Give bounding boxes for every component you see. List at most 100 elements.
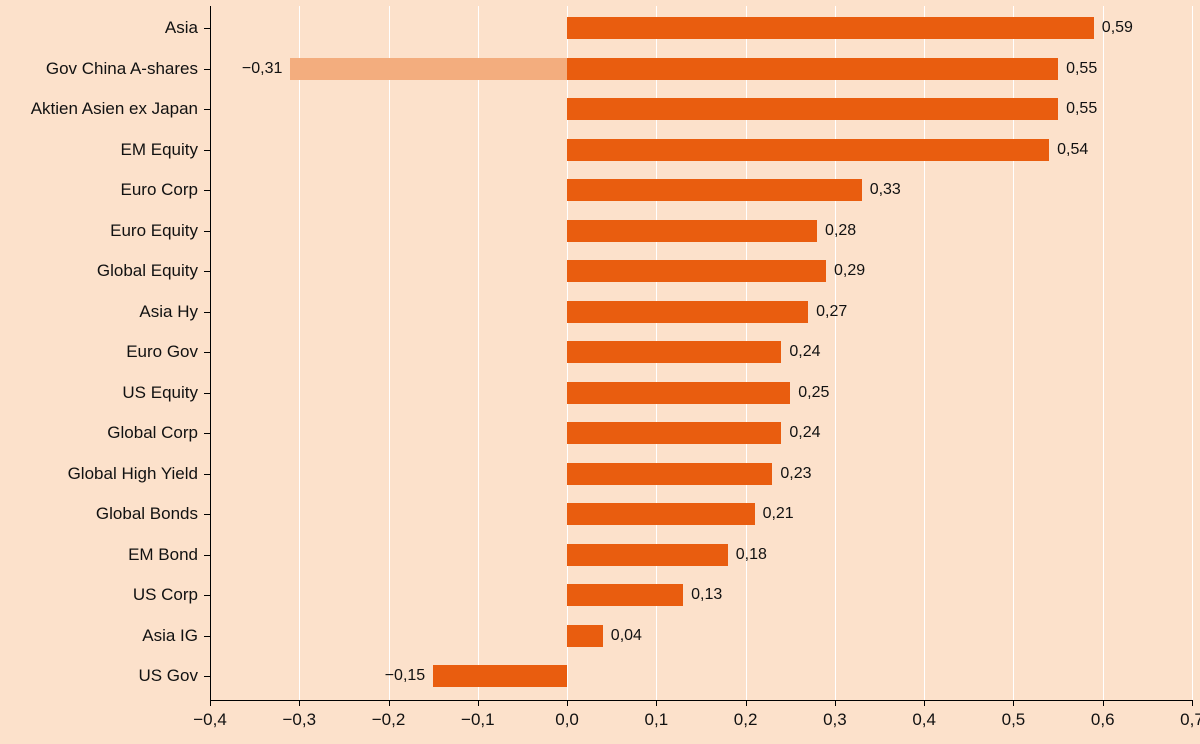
bar bbox=[567, 463, 772, 485]
x-tick bbox=[567, 700, 568, 706]
y-category-label: Global Bonds bbox=[96, 504, 198, 524]
x-tick bbox=[389, 700, 390, 706]
bar bbox=[567, 382, 790, 404]
bar bbox=[567, 139, 1049, 161]
y-category-label: Euro Corp bbox=[121, 180, 198, 200]
gridline bbox=[1192, 6, 1193, 700]
bar-value-label: 0,28 bbox=[825, 222, 856, 240]
bar bbox=[567, 341, 781, 363]
y-category-label: Global High Yield bbox=[68, 464, 198, 484]
bar bbox=[567, 422, 781, 444]
y-tick bbox=[204, 514, 210, 515]
x-tick bbox=[924, 700, 925, 706]
y-tick bbox=[204, 393, 210, 394]
y-tick bbox=[204, 271, 210, 272]
y-category-label: Asia Hy bbox=[139, 302, 198, 322]
bar-value-label: 0,55 bbox=[1066, 100, 1097, 118]
x-tick-label: 0,7 bbox=[1180, 710, 1200, 730]
x-tick-label: 0,5 bbox=[1002, 710, 1026, 730]
y-tick bbox=[204, 433, 210, 434]
y-category-label: Asia IG bbox=[142, 626, 198, 646]
y-category-label: US Equity bbox=[122, 383, 198, 403]
gridline bbox=[478, 6, 479, 700]
x-tick bbox=[210, 700, 211, 706]
y-category-label: US Gov bbox=[138, 666, 198, 686]
bar-value-label: −0,31 bbox=[242, 60, 282, 78]
bar-value-label: 0,18 bbox=[736, 546, 767, 564]
bar-value-label: 0,29 bbox=[834, 262, 865, 280]
bar bbox=[567, 260, 826, 282]
bar-value-label: 0,23 bbox=[780, 465, 811, 483]
x-tick-label: −0,2 bbox=[372, 710, 406, 730]
y-category-label: Euro Gov bbox=[126, 342, 198, 362]
y-category-label: US Corp bbox=[133, 585, 198, 605]
x-tick bbox=[746, 700, 747, 706]
bar bbox=[433, 665, 567, 687]
x-tick bbox=[835, 700, 836, 706]
bar bbox=[567, 58, 1058, 80]
x-tick-label: 0,6 bbox=[1091, 710, 1115, 730]
x-tick bbox=[299, 700, 300, 706]
gridline bbox=[1103, 6, 1104, 700]
bar-value-label: 0,27 bbox=[816, 303, 847, 321]
x-tick-label: 0,1 bbox=[645, 710, 669, 730]
bar bbox=[567, 179, 862, 201]
x-axis-line bbox=[210, 700, 1192, 701]
bar bbox=[567, 220, 817, 242]
x-tick-label: 0,4 bbox=[912, 710, 936, 730]
x-tick bbox=[1192, 700, 1193, 706]
y-category-label: Global Corp bbox=[107, 423, 198, 443]
y-tick bbox=[204, 555, 210, 556]
bar-value-label: 0,33 bbox=[870, 181, 901, 199]
bar-value-label: −0,15 bbox=[385, 667, 425, 685]
y-tick bbox=[204, 636, 210, 637]
y-category-label: EM Bond bbox=[128, 545, 198, 565]
bar-value-label: 0,25 bbox=[798, 384, 829, 402]
bar-value-label: 0,55 bbox=[1066, 60, 1097, 78]
y-tick bbox=[204, 69, 210, 70]
y-category-label: Aktien Asien ex Japan bbox=[31, 99, 198, 119]
y-tick bbox=[204, 231, 210, 232]
y-category-label: EM Equity bbox=[121, 140, 198, 160]
bar-value-label: 0,24 bbox=[789, 424, 820, 442]
x-tick bbox=[478, 700, 479, 706]
y-category-label: Global Equity bbox=[97, 261, 198, 281]
x-tick bbox=[1013, 700, 1014, 706]
y-tick bbox=[204, 474, 210, 475]
y-tick bbox=[204, 150, 210, 151]
bar bbox=[567, 625, 603, 647]
x-tick bbox=[656, 700, 657, 706]
bar-value-label: 0,21 bbox=[763, 505, 794, 523]
y-category-label: Gov China A-shares bbox=[46, 59, 198, 79]
x-tick-label: −0,4 bbox=[193, 710, 227, 730]
x-tick-label: −0,1 bbox=[461, 710, 495, 730]
y-tick bbox=[204, 109, 210, 110]
x-tick-label: −0,3 bbox=[282, 710, 316, 730]
bar bbox=[567, 17, 1094, 39]
y-tick bbox=[204, 190, 210, 191]
bar bbox=[290, 58, 567, 80]
y-tick bbox=[204, 352, 210, 353]
correlation-bar-chart: −0,4−0,3−0,2−0,10,00,10,20,30,40,50,60,7… bbox=[0, 0, 1200, 744]
bar-value-label: 0,24 bbox=[789, 343, 820, 361]
bar-value-label: 0,54 bbox=[1057, 141, 1088, 159]
y-tick bbox=[204, 28, 210, 29]
gridline bbox=[299, 6, 300, 700]
y-tick bbox=[204, 676, 210, 677]
bar-value-label: 0,59 bbox=[1102, 19, 1133, 37]
y-category-label: Euro Equity bbox=[110, 221, 198, 241]
bar bbox=[567, 544, 728, 566]
x-tick bbox=[1103, 700, 1104, 706]
bar bbox=[567, 301, 808, 323]
y-category-label: Asia bbox=[165, 18, 198, 38]
bar bbox=[567, 98, 1058, 120]
bar-value-label: 0,04 bbox=[611, 627, 642, 645]
y-tick bbox=[204, 595, 210, 596]
y-axis-line bbox=[210, 6, 211, 700]
y-tick bbox=[204, 312, 210, 313]
x-tick-label: 0,2 bbox=[734, 710, 758, 730]
gridline bbox=[389, 6, 390, 700]
bar bbox=[567, 503, 754, 525]
x-tick-label: 0,0 bbox=[555, 710, 579, 730]
bar-value-label: 0,13 bbox=[691, 586, 722, 604]
